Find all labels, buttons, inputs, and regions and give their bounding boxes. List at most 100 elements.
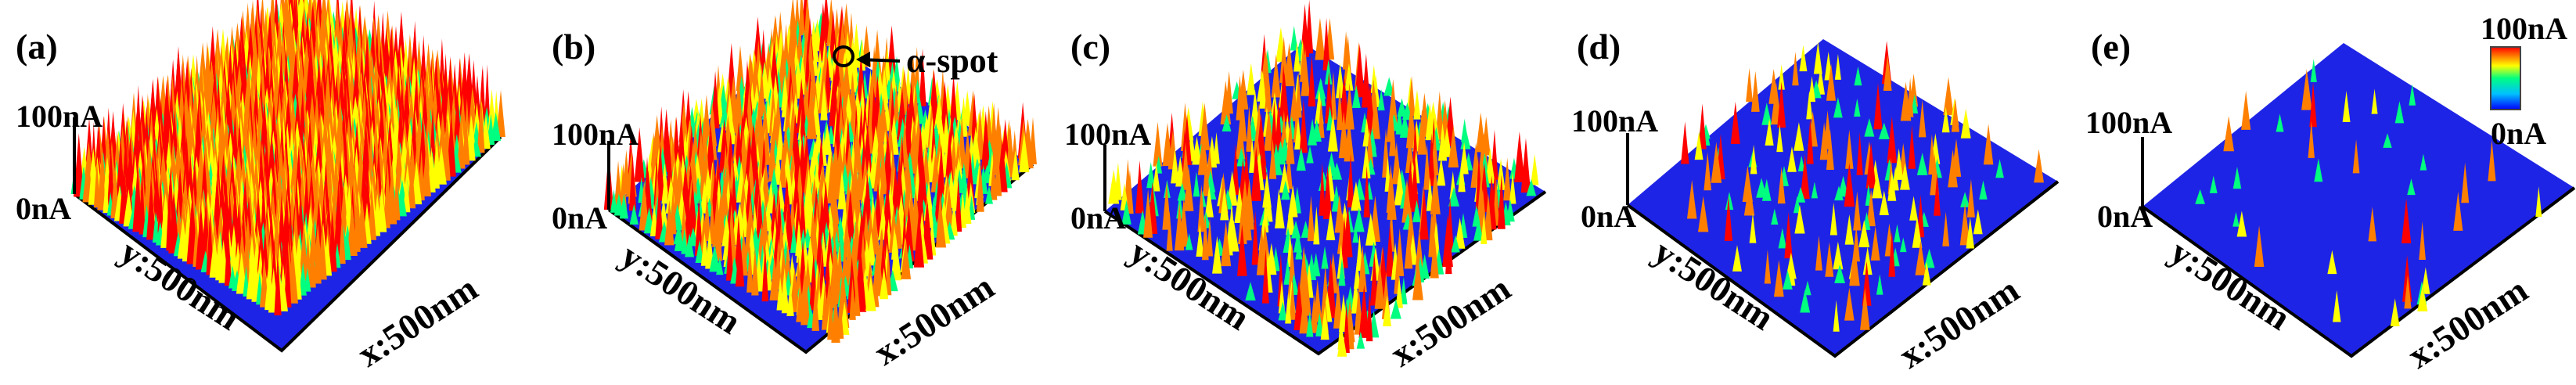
current-spike [1238, 197, 1247, 244]
current-spike [224, 221, 232, 286]
current-spike [1788, 261, 1796, 286]
current-spike [1694, 131, 1704, 160]
current-spike [1236, 147, 1247, 167]
current-spike [879, 267, 889, 300]
surface-c [1103, 0, 1547, 357]
current-spike [402, 175, 411, 213]
current-spike [1866, 189, 1876, 227]
current-spike [837, 170, 847, 210]
current-spike [1826, 129, 1834, 171]
current-spike [1448, 186, 1459, 207]
current-spike [919, 48, 926, 106]
current-spike [1711, 142, 1722, 183]
current-spike [1485, 148, 1495, 184]
current-spike [1458, 160, 1466, 192]
current-spike [695, 178, 703, 204]
current-spike [634, 127, 645, 182]
current-spike [1894, 148, 1904, 180]
current-spike [1320, 305, 1329, 340]
current-spike [327, 210, 337, 272]
current-spike [799, 88, 806, 147]
current-spike [1888, 231, 1896, 277]
current-spike [376, 187, 387, 232]
current-spike [1497, 175, 1506, 229]
current-spike [1135, 160, 1144, 214]
current-spike [2401, 198, 2412, 243]
current-spike [1283, 42, 1295, 87]
current-spike [88, 160, 97, 205]
current-spike [1800, 290, 1811, 313]
current-spike [1681, 121, 1689, 164]
current-spike [74, 133, 85, 197]
current-spike [1413, 89, 1421, 120]
current-spike [1011, 149, 1020, 181]
current-spike [422, 146, 431, 196]
current-spike [1308, 55, 1316, 106]
current-spike [1389, 112, 1397, 157]
current-spike [1265, 70, 1272, 112]
current-spike [1290, 25, 1298, 51]
current-spike [1806, 90, 1813, 120]
current-spike [308, 231, 316, 288]
current-spike [418, 149, 425, 201]
current-spike [1275, 193, 1285, 228]
current-spike [1915, 240, 1927, 275]
panel-a: (a) 100nA 0nA y:500nm x:500nm [16, 0, 505, 374]
current-spike [681, 228, 688, 254]
current-spike [1395, 106, 1404, 135]
current-spike [1698, 103, 1707, 149]
current-spike [1916, 153, 1928, 175]
current-spike [491, 112, 502, 142]
current-spike [1326, 209, 1336, 240]
current-spike [333, 195, 343, 261]
colorbar-min-label: 0nA [2491, 116, 2546, 151]
surface-d [1626, 39, 2060, 358]
current-spike [1876, 274, 1883, 295]
current-spike [1126, 169, 1134, 214]
plane-edge [73, 135, 502, 353]
current-spike [1344, 83, 1355, 130]
current-spike [1278, 301, 1288, 321]
current-spike [1865, 142, 1876, 189]
current-spike [1310, 294, 1319, 333]
current-spike [1973, 209, 1983, 235]
current-spike [1750, 144, 1758, 175]
current-spike [1854, 98, 1861, 117]
current-spike [965, 151, 975, 207]
current-spike [1983, 124, 1994, 165]
current-spike [751, 246, 759, 296]
current-spike [2333, 290, 2341, 322]
current-spike [1383, 295, 1392, 326]
current-spike [1236, 224, 1247, 276]
current-spike [807, 309, 815, 329]
current-spike [1941, 106, 1950, 133]
current-spike [655, 185, 664, 239]
current-spike [1404, 228, 1413, 269]
current-spike [1383, 77, 1395, 96]
current-spike [1220, 81, 1232, 124]
current-spike [1864, 117, 1875, 137]
current-spike [1405, 133, 1415, 173]
current-spike [1325, 70, 1333, 124]
plane-edge [1626, 180, 2060, 358]
surface-a [70, 0, 505, 353]
current-spike [1806, 117, 1814, 164]
current-spike [1185, 232, 1193, 250]
current-spike [2241, 91, 2251, 130]
current-spike [318, 221, 327, 280]
current-spike [2409, 84, 2416, 106]
current-spike [1853, 191, 1862, 231]
current-spike [2371, 88, 2378, 114]
current-spike [680, 203, 688, 247]
current-spike [1419, 187, 1429, 240]
current-spike [1951, 98, 1959, 132]
current-spike [1220, 188, 1229, 221]
current-spike [2327, 250, 2337, 275]
current-spike [1804, 280, 1811, 296]
current-spike [1845, 129, 1854, 169]
current-spike [1408, 75, 1416, 117]
current-spike [1826, 63, 1837, 101]
alpha-spot-marker [833, 45, 854, 67]
current-spike [714, 214, 723, 261]
current-spike [694, 198, 703, 257]
